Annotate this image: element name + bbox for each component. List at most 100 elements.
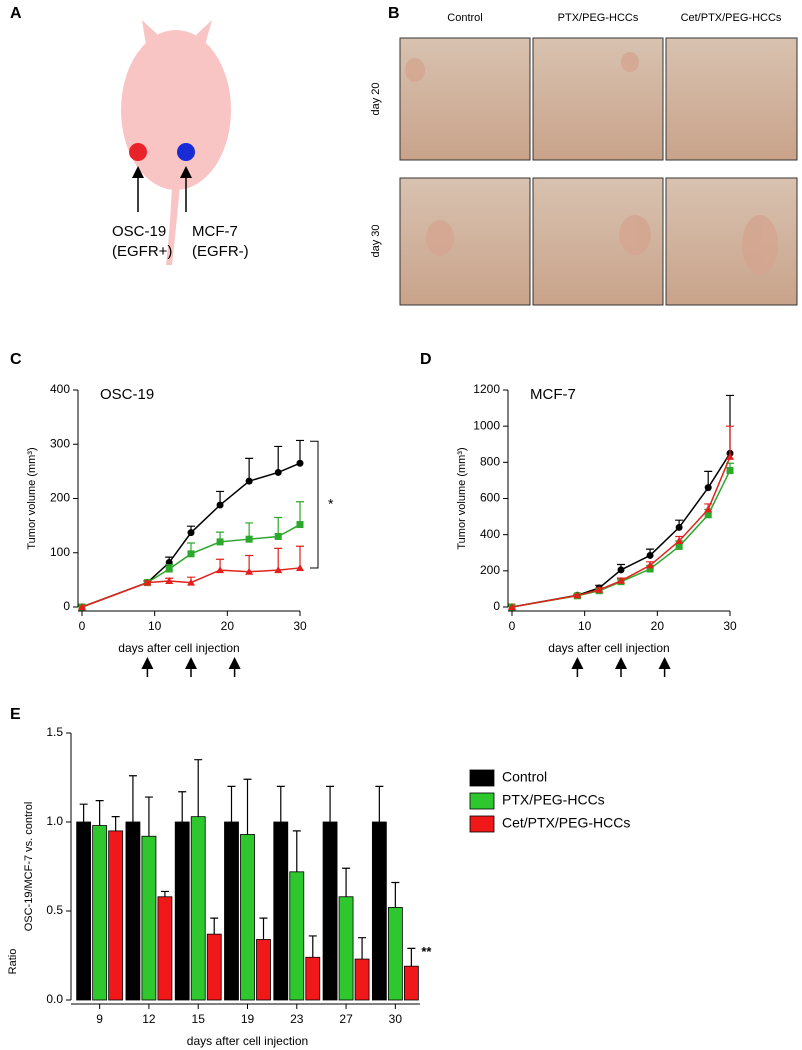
error-bar	[178, 791, 187, 822]
x-tick-label: 27	[339, 1012, 353, 1026]
x-tick-label: 23	[290, 1012, 304, 1026]
error-bar	[274, 445, 283, 473]
bar	[224, 821, 239, 1001]
marker	[216, 501, 224, 509]
x-tick-label: 0	[79, 619, 86, 633]
x-tick-label: 12	[142, 1012, 156, 1026]
y-tick-label: 300	[50, 436, 70, 450]
marker	[704, 505, 713, 513]
diagram-label: OSC-19	[112, 223, 166, 240]
y-tick-label: 1000	[473, 418, 500, 432]
error-bar	[111, 816, 120, 831]
marker	[187, 529, 195, 537]
y-axis-label: Tumor volume (mm³)	[26, 447, 38, 549]
error-bar	[391, 881, 400, 908]
panel-label: E	[10, 706, 21, 723]
error-bar	[144, 796, 153, 837]
marker	[296, 459, 304, 467]
marker	[573, 591, 582, 599]
marker	[143, 578, 152, 586]
marker	[274, 532, 282, 540]
marker	[595, 585, 604, 593]
y-tick-label: 1.0	[46, 814, 63, 828]
error-bar	[243, 778, 252, 835]
y-tick-label: 0	[493, 599, 500, 613]
bar	[125, 821, 141, 1001]
error-bar	[227, 785, 236, 822]
error-bar	[326, 785, 335, 822]
panel-label: C	[10, 351, 22, 368]
bar	[92, 825, 108, 1001]
marker	[78, 603, 86, 610]
marker	[617, 566, 625, 574]
error-bar	[296, 501, 304, 525]
bar	[141, 835, 157, 1001]
photo-row-label: day 20	[370, 82, 382, 115]
error-bar	[194, 759, 203, 817]
marker	[165, 576, 174, 584]
bar	[354, 958, 370, 1001]
photo-column-label: Control	[447, 12, 482, 24]
marker	[617, 576, 625, 584]
y-tick-label: 0.0	[46, 992, 63, 1006]
marker	[296, 563, 304, 571]
error-bar	[245, 457, 254, 482]
legend-swatch	[469, 815, 495, 833]
x-tick-label: 30	[723, 619, 737, 633]
y-axis-label: Tumor volume (mm³)	[456, 447, 468, 549]
error-bar	[358, 937, 367, 960]
y-tick-label: 200	[50, 491, 70, 505]
panel-label: A	[10, 5, 22, 22]
annotation: *	[328, 495, 334, 511]
legend-label: Cet/PTX/PEG-HCCs	[502, 815, 630, 831]
y-tick-label: 200	[480, 563, 500, 577]
bar	[403, 965, 419, 1001]
error-bar	[296, 439, 304, 464]
bar	[387, 907, 403, 1001]
panel-label: B	[388, 5, 400, 22]
marker	[726, 466, 734, 474]
bar	[174, 821, 190, 1001]
bar	[322, 821, 338, 1001]
x-tick-label: 10	[578, 619, 592, 633]
bar	[273, 821, 289, 1001]
legend-label: PTX/PEG-HCCs	[502, 792, 605, 808]
marker	[216, 566, 225, 574]
marker	[675, 542, 683, 550]
x-tick-label: 19	[241, 1012, 255, 1026]
error-bar	[79, 803, 88, 822]
y-tick-label: 1200	[473, 382, 500, 396]
bar	[338, 896, 354, 1001]
bar	[108, 830, 124, 1001]
series-line	[81, 523, 301, 608]
legend-swatch	[469, 769, 495, 787]
x-tick-label: 20	[651, 619, 665, 633]
chart-title: OSC-19	[100, 386, 154, 403]
y-axis-label: OSC-19/MCF-7 vs. control	[23, 802, 35, 932]
error-bar	[308, 935, 317, 958]
x-tick-label: 30	[389, 1012, 403, 1026]
bar	[190, 816, 206, 1001]
marker	[675, 536, 684, 544]
y-tick-label: 400	[480, 527, 500, 541]
y-axis-label: Ratio	[7, 949, 19, 975]
series-line	[81, 567, 301, 608]
marker	[726, 452, 734, 460]
x-tick-label: 30	[293, 619, 307, 633]
bracket	[310, 440, 319, 569]
significance-label: **	[421, 944, 432, 959]
y-tick-label: 100	[50, 545, 70, 559]
marker	[646, 551, 654, 559]
error-bar	[128, 775, 137, 822]
marker	[187, 550, 195, 558]
error-bar	[259, 917, 268, 940]
marker	[296, 521, 304, 529]
bar	[371, 821, 387, 1001]
panel-label: D	[420, 351, 432, 368]
x-tick-label: 10	[148, 619, 162, 633]
y-tick-label: 800	[480, 455, 500, 469]
marker	[274, 566, 283, 574]
y-tick-label: 400	[50, 382, 70, 396]
error-bar	[276, 785, 285, 822]
